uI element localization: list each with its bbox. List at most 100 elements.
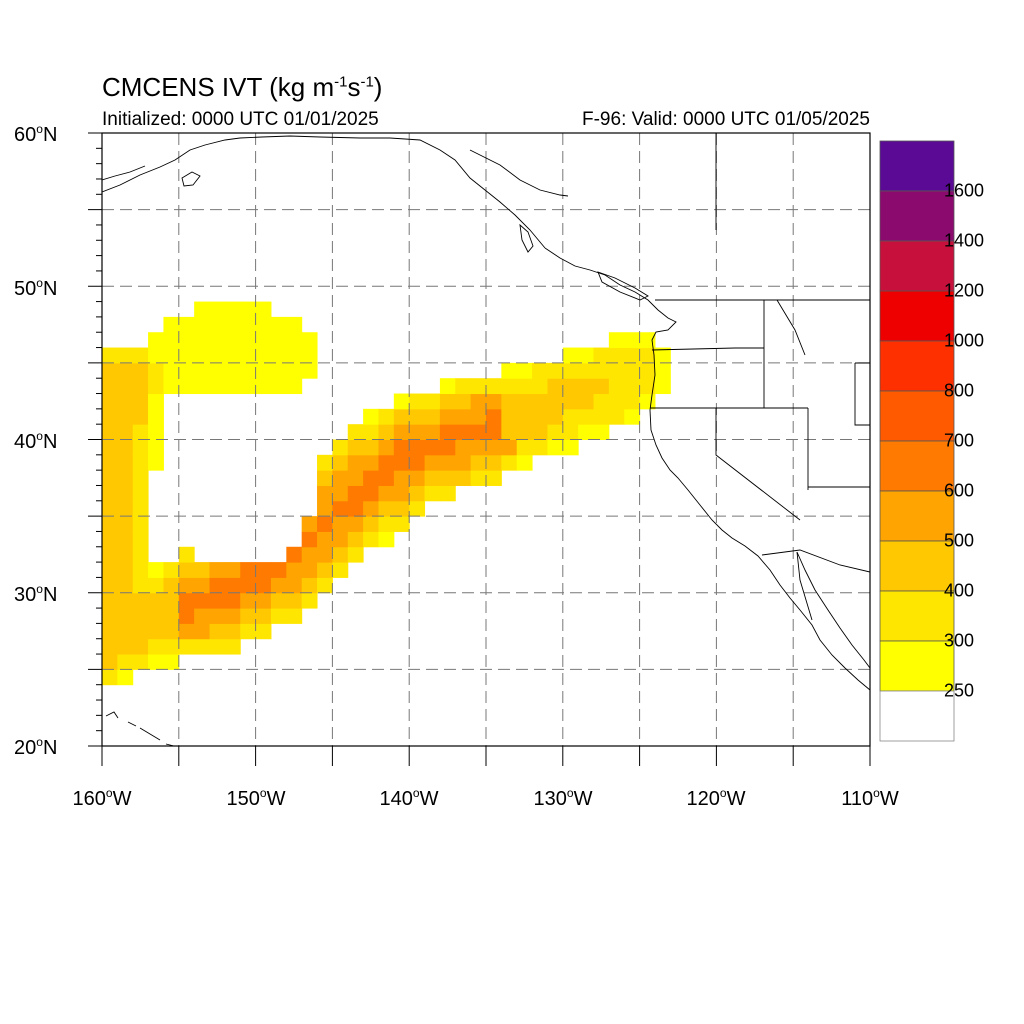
ivt-cell [178, 562, 195, 578]
ivt-cell [532, 408, 548, 425]
ivt-cell [639, 362, 656, 379]
lon-label-160w: 160oW [72, 786, 132, 810]
ivt-cell [562, 439, 579, 456]
coastlines [102, 135, 870, 746]
ivt-cell [439, 424, 456, 440]
ivt-cell [654, 362, 671, 379]
ivt-cell [378, 531, 395, 548]
ivt-cell [240, 316, 257, 333]
ivt-cell [148, 638, 164, 655]
north-america-west-coast [544, 247, 870, 691]
alaska-panhandle [469, 149, 569, 197]
ivt-cell [102, 470, 118, 486]
ivt-cell [486, 470, 502, 486]
ivt-cell [455, 439, 472, 456]
ivt-cell [363, 531, 379, 548]
ivt-cell [608, 362, 625, 379]
ivt-cell [516, 454, 533, 471]
ivt-cell [163, 562, 180, 578]
ivt-cell [117, 500, 134, 517]
kodiak-island [181, 171, 201, 187]
ivt-cell [424, 424, 441, 440]
ivt-cell [270, 332, 287, 349]
ivt-cell [532, 378, 548, 395]
ivt-cell [317, 470, 333, 486]
ivt-shading [102, 301, 671, 686]
ivt-cell [102, 408, 118, 425]
ivt-cell [547, 378, 564, 395]
lon-label-110w: 110oW [841, 786, 899, 810]
ivt-cell [639, 332, 656, 349]
ivt-cell [209, 562, 226, 578]
colorbar-swatch [879, 440, 955, 492]
ivt-cell [117, 562, 134, 578]
ivt-cell [470, 424, 487, 440]
ivt-cell [547, 424, 564, 440]
ivt-cell [547, 393, 564, 410]
ivt-cell [409, 439, 426, 456]
ivt-cell [102, 608, 118, 624]
ivt-cell [532, 439, 548, 456]
ivt-cell [593, 424, 610, 440]
ivt-cell [132, 347, 149, 364]
valid-time: F-96: Valid: 0000 UTC 01/05/2025 [582, 109, 870, 130]
ivt-cell [209, 347, 226, 364]
ivt-cell [163, 577, 180, 594]
ivt-cell [194, 592, 211, 609]
colorbar-label-800: 800 [944, 380, 975, 401]
ivt-cell [347, 439, 364, 456]
ivt-cell [117, 485, 134, 502]
ivt-cell [132, 470, 149, 486]
colorbar-label-600: 600 [944, 480, 975, 501]
colorbar-label-1600: 1600 [944, 180, 985, 201]
ivt-cell [486, 408, 502, 425]
lat-label-50n: 50oN [14, 276, 58, 300]
hawaii-islands [105, 711, 175, 746]
ivt-cell [224, 347, 241, 364]
colorbar-label-400: 400 [944, 580, 975, 601]
ivt-cell [347, 454, 364, 471]
colorbar-swatch [879, 590, 955, 642]
ivt-cell [224, 623, 241, 640]
ivt-cell [255, 316, 272, 333]
ivt-cell [255, 362, 272, 379]
ivt-cell [532, 362, 548, 379]
ivt-cell [178, 546, 195, 563]
ivt-cell [224, 316, 241, 333]
ivt-cell [117, 378, 134, 395]
ivt-cell [209, 623, 226, 640]
ivt-cell [102, 378, 118, 395]
ivt-cell [132, 485, 149, 502]
ivt-cell [301, 577, 318, 594]
ivt-cell [178, 592, 195, 609]
ivt-cell [255, 378, 272, 395]
lon-label-140w: 140oW [379, 786, 439, 810]
axis-ticks [88, 132, 871, 766]
ivt-cell [562, 362, 579, 379]
ivt-cell [148, 408, 164, 425]
ivt-cell [347, 500, 364, 517]
ivt-cell [378, 408, 395, 425]
ivt-cell [608, 347, 625, 364]
ivt-cell [102, 439, 118, 456]
ivt-cell [178, 577, 195, 594]
ivt-cell [163, 316, 180, 333]
colorbar-swatch [879, 490, 955, 542]
ivt-cell [347, 516, 364, 532]
ivt-cell [547, 408, 564, 425]
ivt-cell [240, 347, 257, 364]
ivt-cell [393, 439, 410, 456]
ivt-cell [148, 424, 164, 440]
ivt-cell [194, 378, 211, 395]
ivt-cell [224, 638, 241, 655]
ivt-cell [317, 546, 333, 563]
ivt-cell [255, 577, 272, 594]
ivt-cell [301, 516, 318, 532]
ivt-cell [578, 347, 595, 364]
ivt-cell [209, 316, 226, 333]
ivt-cell [332, 439, 349, 456]
ivt-cell [163, 592, 180, 609]
ivt-cell [102, 592, 118, 609]
ivt-cell [132, 408, 149, 425]
ivt-cell [363, 424, 379, 440]
